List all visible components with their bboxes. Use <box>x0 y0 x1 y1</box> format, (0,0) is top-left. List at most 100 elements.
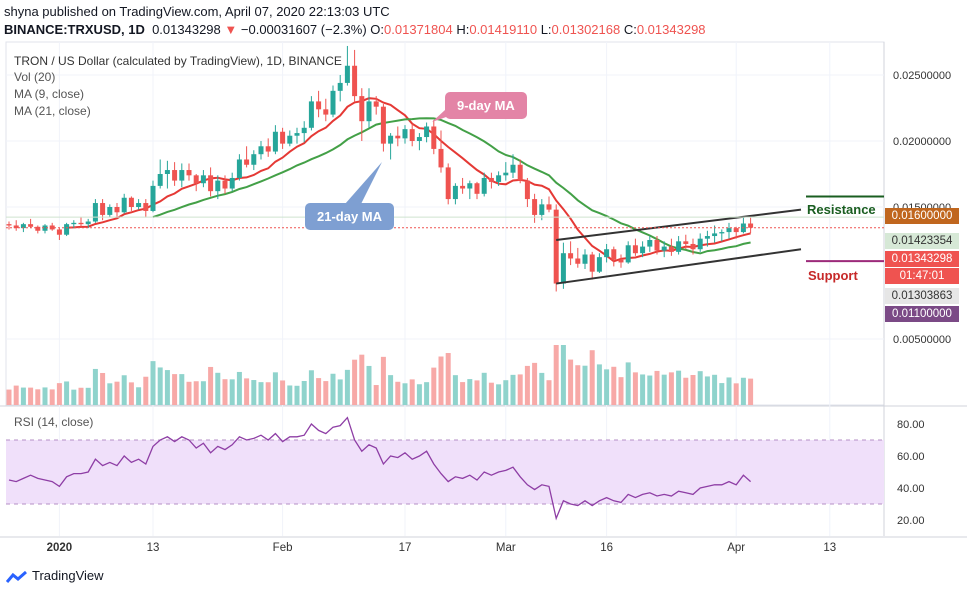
candle-body <box>539 204 545 215</box>
annotation-support: Support <box>808 268 858 283</box>
volume-bar <box>575 365 581 405</box>
volume-bar <box>654 370 660 405</box>
ma21-pointer <box>345 162 382 206</box>
volume-bar <box>748 378 754 405</box>
volume-bar <box>467 379 473 405</box>
candle-body <box>510 164 516 173</box>
candle-body <box>265 146 271 152</box>
volume-bar <box>35 389 41 405</box>
candle-body <box>496 175 502 182</box>
volume-bar <box>618 377 624 405</box>
y-tick-label: 0.00500000 <box>893 334 951 346</box>
x-tick-label: Apr <box>727 542 745 554</box>
candle-body <box>64 224 70 235</box>
volume-bar <box>49 389 55 405</box>
candle-body <box>582 254 588 264</box>
annotation-resistance: Resistance <box>807 202 876 217</box>
candle-body <box>71 222 77 225</box>
volume-bar <box>352 359 358 405</box>
volume-bar <box>625 362 631 405</box>
legend-ma9[interactable]: MA (9, close) <box>14 87 85 101</box>
volume-bar <box>589 350 595 405</box>
candle-body <box>222 180 228 189</box>
trend-channel <box>6 110 884 285</box>
candle-body <box>668 246 674 252</box>
volume-bar <box>604 369 610 405</box>
volume-bar <box>611 366 617 405</box>
volume-bar <box>323 381 329 405</box>
candle-body <box>618 259 624 263</box>
candle-body <box>467 183 473 189</box>
ma21-line <box>152 117 751 255</box>
candle-body <box>553 209 559 284</box>
volume-bar <box>13 385 19 405</box>
candle-body <box>661 246 667 251</box>
volume-bar <box>200 381 206 405</box>
candle-body <box>157 174 163 186</box>
ma9-pointer <box>432 110 449 122</box>
chart-title: TRON / US Dollar (calculated by TradingV… <box>14 54 342 68</box>
candle-body <box>150 185 156 211</box>
candle-body <box>452 185 458 200</box>
candle-body <box>136 203 142 207</box>
candle-body <box>236 159 242 178</box>
volume-bars <box>6 345 754 405</box>
high-value: 0.01419110 <box>469 22 538 37</box>
candle-body <box>395 135 401 139</box>
volume-bar <box>668 372 674 405</box>
volume-bar <box>733 383 739 405</box>
legend-volume[interactable]: Vol (20) <box>14 70 56 84</box>
low-value: 0.01302168 <box>551 22 621 37</box>
candle-body <box>215 180 221 192</box>
legend-ma21[interactable]: MA (21, close) <box>14 104 91 118</box>
close-value: 0.01343298 <box>636 22 706 37</box>
candle-body <box>503 172 509 176</box>
candle-body <box>640 246 646 254</box>
tradingview-logo[interactable]: TradingView <box>6 568 104 584</box>
volume-bar <box>388 375 394 405</box>
candle-body <box>676 241 682 252</box>
candle-body <box>107 207 113 215</box>
volume-bar <box>539 372 545 405</box>
candle-body <box>690 243 696 250</box>
volume-bar <box>697 371 703 405</box>
candle-body <box>532 199 538 215</box>
volume-bar <box>445 353 451 405</box>
legend-rsi[interactable]: RSI (14, close) <box>14 415 94 429</box>
volume-bar <box>596 364 602 405</box>
candle-body <box>625 245 631 263</box>
annotation-ma9: 9-day MA <box>445 92 527 119</box>
candle-body <box>359 96 365 122</box>
rsi-tick-label: 20.00 <box>897 515 925 527</box>
volume-bar <box>661 374 667 405</box>
volume-bar <box>71 389 77 405</box>
candle-body <box>272 131 278 152</box>
symbol-label[interactable]: BINANCE:TRXUSD, 1D <box>4 22 145 37</box>
candle-body <box>712 233 718 237</box>
volume-bar <box>460 382 466 405</box>
x-tick-label: 2020 <box>47 542 73 554</box>
candle-body <box>568 253 574 259</box>
volume-bar <box>244 378 250 405</box>
volume-bar <box>265 382 271 405</box>
candle-body <box>683 241 689 244</box>
y-tick-label: 0.02000000 <box>893 136 951 148</box>
annotation-ma21: 21-day MA <box>305 203 395 230</box>
volume-bar <box>416 384 422 405</box>
price-tag-high: 0.01423354 <box>885 233 959 249</box>
volume-bar <box>402 383 408 405</box>
candle-body <box>481 177 487 194</box>
volume-bar <box>366 365 372 405</box>
volume-bar <box>532 362 538 405</box>
price-tag-low: 0.01303863 <box>885 288 959 304</box>
rsi-tick-label: 60.00 <box>897 451 925 463</box>
volume-bar <box>258 382 264 405</box>
candle-body <box>604 249 610 258</box>
candle-body <box>424 126 430 138</box>
channel-upper <box>556 208 802 241</box>
candle-body <box>179 170 185 181</box>
candle-body <box>344 65 350 83</box>
volume-bar <box>344 369 350 405</box>
candle-body <box>128 197 134 207</box>
